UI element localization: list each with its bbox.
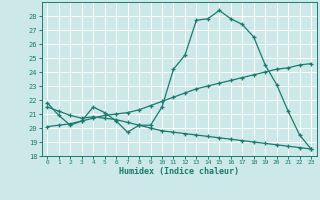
X-axis label: Humidex (Indice chaleur): Humidex (Indice chaleur) bbox=[119, 167, 239, 176]
